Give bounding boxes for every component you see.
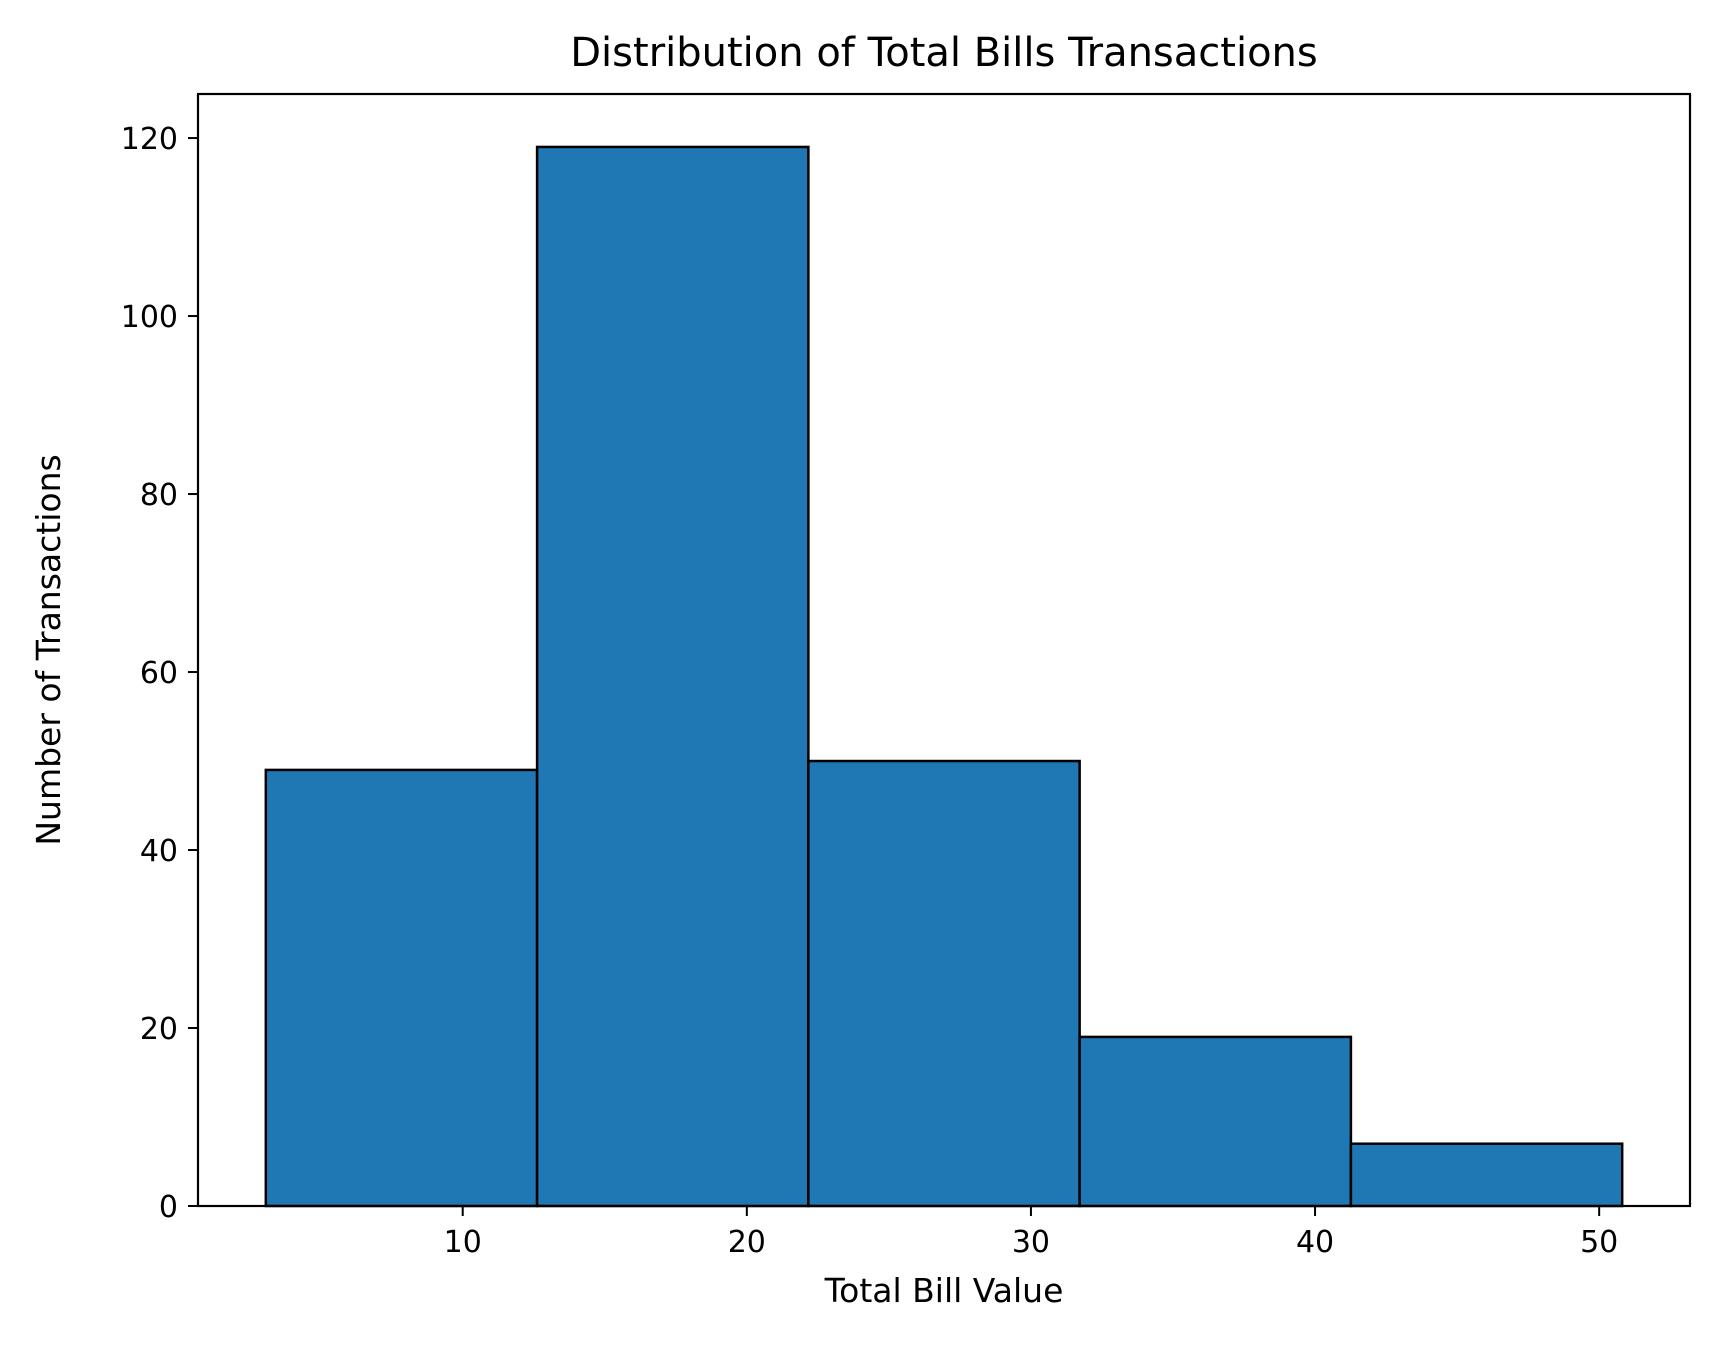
y-tick-label: 100 xyxy=(121,300,178,335)
plot-frame xyxy=(196,92,1692,1208)
histogram-bar-1 xyxy=(264,768,539,1208)
x-tick-label: 50 xyxy=(1580,1225,1618,1260)
bars-layer xyxy=(264,145,1624,1208)
y-tick-label: 40 xyxy=(140,834,178,869)
y-axis: 0 20 40 60 80 100 120 xyxy=(121,122,198,1225)
x-axis-label: Total Bill Value xyxy=(824,1271,1064,1310)
x-axis: 10 20 30 40 50 xyxy=(444,1206,1618,1260)
y-tick-label: 60 xyxy=(140,656,178,691)
chart-title: Distribution of Total Bills Transactions xyxy=(570,30,1317,76)
x-tick-label: 30 xyxy=(1012,1225,1050,1260)
y-tick-label: 0 xyxy=(159,1190,178,1225)
histogram-bar-2 xyxy=(535,145,810,1208)
y-tick-label: 20 xyxy=(140,1012,178,1047)
histogram-bar-4 xyxy=(1078,1035,1353,1208)
x-tick-label: 20 xyxy=(728,1225,766,1260)
y-tick-label: 120 xyxy=(121,122,178,157)
x-tick-label: 40 xyxy=(1296,1225,1334,1260)
histogram-bar-5 xyxy=(1349,1142,1624,1208)
y-axis-label: Number of Transactions xyxy=(29,454,68,845)
x-tick-label: 10 xyxy=(444,1225,482,1260)
histogram-bar-3 xyxy=(807,759,1081,1208)
y-tick-label: 80 xyxy=(140,478,178,513)
